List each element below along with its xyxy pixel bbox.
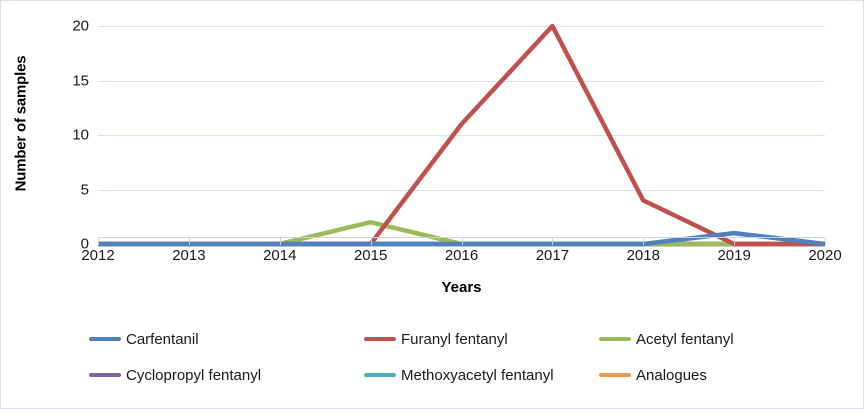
y-tick-label: 10	[72, 126, 89, 144]
y-axis-tick-labels: 0 5 10 15 20	[43, 1, 95, 253]
legend-label: Methoxyacetyl fentanyl	[401, 366, 554, 384]
legend-label: Acetyl fentanyl	[636, 330, 734, 348]
legend-label: Analogues	[636, 366, 707, 384]
legend-item[interactable]: Furanyl fentanyl	[364, 328, 508, 350]
x-tick	[734, 238, 736, 245]
x-tick	[643, 238, 645, 245]
series-line	[98, 26, 825, 244]
x-tick	[188, 238, 190, 245]
x-tick	[825, 238, 826, 245]
legend-swatch-icon	[89, 337, 121, 341]
x-tick	[552, 238, 554, 245]
x-tick-label: 2019	[717, 247, 751, 264]
legend-swatch-icon	[364, 337, 396, 341]
legend-item[interactable]: Carfentanil	[89, 328, 199, 350]
legend-item[interactable]: Analogues	[599, 364, 707, 386]
y-tick-label: 20	[72, 17, 89, 35]
legend-item[interactable]: Acetyl fentanyl	[599, 328, 734, 350]
x-tick	[98, 238, 99, 245]
x-tick-label: 2018	[626, 247, 660, 264]
legend-label: Furanyl fentanyl	[401, 330, 508, 348]
x-axis-title: Years	[441, 279, 482, 296]
chart-legend: Carfentanil Furanyl fentanyl Acetyl fentan…	[89, 328, 789, 394]
gridline-20	[98, 26, 825, 27]
legend-swatch-icon	[599, 373, 631, 377]
legend-swatch-icon	[599, 337, 631, 341]
legend-label: Carfentanil	[126, 330, 199, 348]
x-tick-label: 2012	[81, 247, 115, 264]
x-axis-tick-labels: 2012 2013 2014 2015 2016 2017 2018 2019 2020	[81, 247, 841, 271]
y-tick-label: 15	[72, 72, 89, 89]
gridline-5	[98, 189, 825, 191]
x-tick	[461, 238, 463, 245]
x-tick-label: 2017	[535, 247, 570, 264]
legend-swatch-icon	[364, 373, 396, 377]
y-axis-title-text: Number of samples	[12, 55, 30, 192]
x-tick-label: 2014	[263, 247, 297, 264]
x-axis-line	[98, 237, 825, 238]
gridline-10	[98, 135, 825, 136]
series-lines	[98, 26, 825, 244]
x-tick	[279, 238, 281, 245]
x-tick-label: 2020	[808, 247, 842, 264]
y-tick-label: 5	[80, 181, 89, 198]
x-tick	[370, 238, 372, 245]
x-tick-label: 2015	[353, 247, 388, 264]
legend-swatch-icon	[89, 373, 121, 377]
x-axis-ticks	[98, 238, 826, 245]
x-tick-label: 2013	[172, 247, 206, 264]
plot-area	[98, 26, 825, 244]
x-tick-label: 2016	[444, 247, 479, 264]
gridline-15	[98, 80, 825, 82]
y-axis-title: Number of samples	[1, 1, 41, 246]
legend-label: Cyclopropyl fentanyl	[126, 366, 262, 384]
legend-item[interactable]: Methoxyacetyl fentanyl	[364, 364, 554, 386]
legend-item[interactable]: Cyclopropyl fentanyl	[89, 364, 261, 386]
y-tick-label: 0	[80, 235, 89, 253]
